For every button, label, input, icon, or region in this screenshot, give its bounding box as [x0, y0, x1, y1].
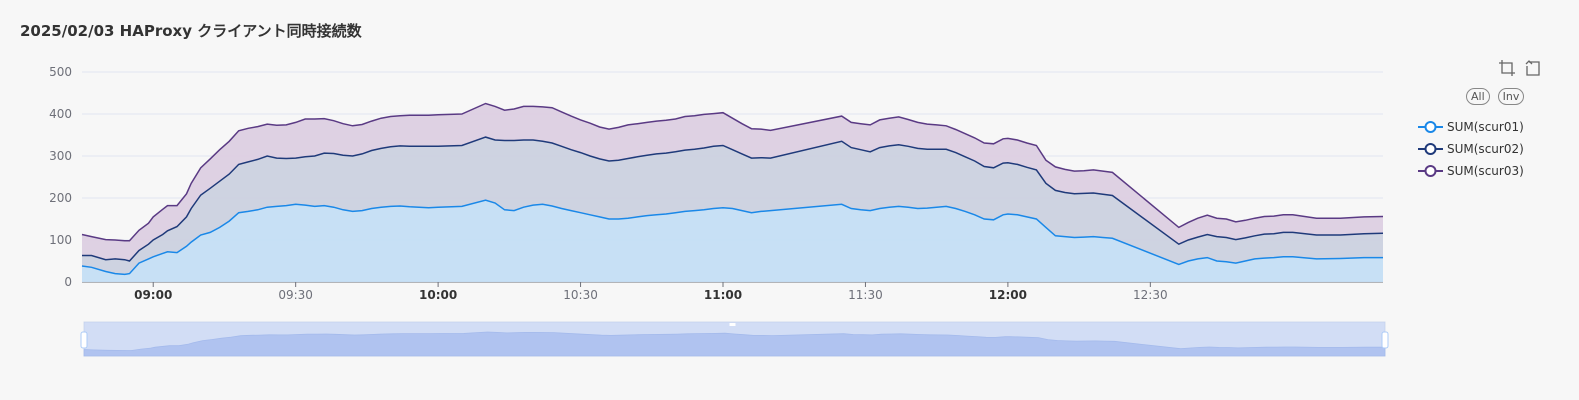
chart-title: 2025/02/03 HAProxy クライアント同時接続数 [20, 22, 362, 40]
x-tick-label: 10:00 [419, 288, 457, 302]
legend-item[interactable]: SUM(scur03) [1418, 160, 1524, 182]
y-tick-label: 500 [49, 65, 72, 79]
legend-marker-icon [1418, 143, 1443, 155]
x-tick-label: 11:00 [704, 288, 742, 302]
legend-label: SUM(scur03) [1447, 164, 1524, 178]
series-area-SUM(scur03) [82, 103, 1383, 261]
legend-label: SUM(scur01) [1447, 120, 1524, 134]
y-tick-label: 400 [49, 107, 72, 121]
legend-marker-icon [1418, 165, 1443, 177]
y-tick-label: 200 [49, 191, 72, 205]
chart-legend: SUM(scur01) SUM(scur02) SUM(scur03) [1418, 116, 1524, 182]
y-tick-label: 300 [49, 149, 72, 163]
data-zoom-slider[interactable] [80, 321, 1389, 357]
zoom-move-handle [729, 323, 736, 326]
series-area-SUM(scur02) [82, 137, 1383, 275]
legend-marker-icon [1418, 121, 1443, 133]
x-tick-label: 10:30 [563, 288, 598, 302]
legend-inverse-button[interactable]: Inv [1497, 88, 1525, 105]
zoom-restore-icon[interactable] [1524, 59, 1542, 77]
zoom-selection [84, 322, 1385, 356]
series-area-SUM(scur01) [82, 200, 1383, 282]
series-line-SUM(scur02) [82, 136, 1384, 262]
x-tick-label: 12:30 [1133, 288, 1168, 302]
legend-item[interactable]: SUM(scur01) [1418, 116, 1524, 138]
x-axis: 09:00 09:30 10:00 10:30 11:00 11:30 12:00 12:30 [134, 282, 1168, 302]
y-axis: 0 100 200 300 400 500 [49, 65, 72, 289]
x-tick-label: 12:00 [989, 288, 1027, 302]
series-lines [81, 102, 1384, 276]
legend-select-buttons: All Inv [1466, 88, 1525, 105]
y-tick-label: 100 [49, 233, 72, 247]
x-tick-label: 09:00 [134, 288, 172, 302]
data-zoom-icon[interactable] [1498, 59, 1516, 77]
x-tick-label: 09:30 [278, 288, 313, 302]
series-line-SUM(scur03) [81, 102, 1384, 242]
legend-all-button[interactable]: All [1466, 88, 1490, 105]
series-areas [82, 103, 1383, 282]
legend-label: SUM(scur02) [1447, 142, 1524, 156]
chart-toolbox [1498, 59, 1542, 77]
series-line-SUM(scur01) [81, 199, 1383, 276]
zoom-handle-right [1381, 331, 1389, 349]
zoom-preview [83, 331, 1386, 357]
y-tick-label: 0 [64, 275, 72, 289]
zoom-handle-left [80, 331, 88, 349]
legend-item[interactable]: SUM(scur02) [1418, 138, 1524, 160]
x-tick-label: 11:30 [848, 288, 883, 302]
